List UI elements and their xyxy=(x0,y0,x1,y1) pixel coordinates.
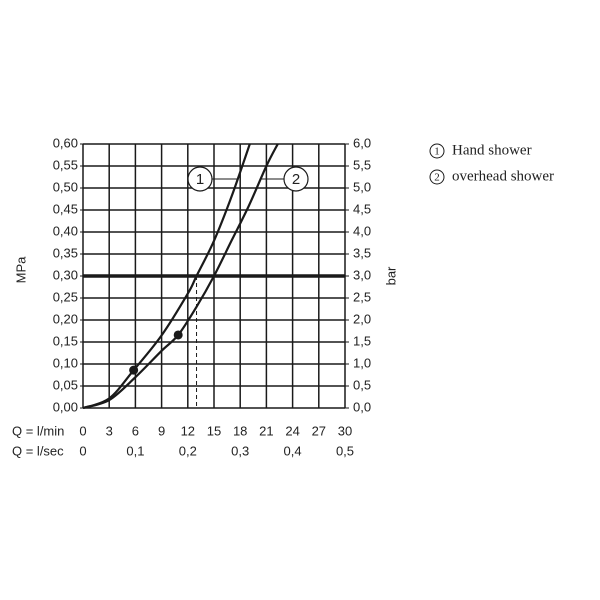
x-tick-label: 30 xyxy=(338,423,352,438)
x2-tick-label: 0,3 xyxy=(231,443,249,458)
highlight-point xyxy=(129,365,139,375)
x2-tick-label: 0,2 xyxy=(179,443,197,458)
y2-tick-label: 3,5 xyxy=(353,245,371,260)
y-tick-label: 0,55 xyxy=(53,157,78,172)
x-tick-label: 18 xyxy=(233,423,247,438)
y-tick-label: 0,35 xyxy=(53,245,78,260)
legend-item: 2 overhead shower xyxy=(429,168,554,185)
y-tick-label: 0,00 xyxy=(53,399,78,414)
y2-tick-label: 5,0 xyxy=(353,179,371,194)
y-axis-label: MPa xyxy=(13,256,28,284)
legend-label: overhead shower xyxy=(452,168,554,184)
y-tick-label: 0,50 xyxy=(53,179,78,194)
y2-tick-label: 2,0 xyxy=(353,311,371,326)
y2-tick-label: 2,5 xyxy=(353,289,371,304)
y-tick-label: 0,15 xyxy=(53,333,78,348)
x2-tick-label: 0 xyxy=(79,443,86,458)
y2-tick-label: 3,0 xyxy=(353,267,371,282)
y-tick-label: 0,10 xyxy=(53,355,78,370)
y2-tick-label: 4,5 xyxy=(353,201,371,216)
curve xyxy=(82,143,251,410)
curve-label: 2 xyxy=(292,171,300,188)
curve xyxy=(82,143,279,410)
x-tick-label: 12 xyxy=(181,423,195,438)
y2-tick-label: 0,5 xyxy=(353,377,371,392)
x-axis-label: Q = l/min xyxy=(12,423,64,438)
y-tick-label: 0,60 xyxy=(53,135,78,150)
x2-axis-label: Q = l/sec xyxy=(12,443,64,458)
x-tick-label: 3 xyxy=(106,423,113,438)
x-tick-label: 0 xyxy=(79,423,86,438)
y-tick-label: 0,40 xyxy=(53,223,78,238)
legend-number: 1 xyxy=(434,146,440,158)
y-tick-label: 0,45 xyxy=(53,201,78,216)
x2-tick-label: 0,5 xyxy=(336,443,354,458)
label-circle xyxy=(283,166,309,192)
y2-axis-label: bar xyxy=(383,266,398,285)
y-tick-label: 0,25 xyxy=(53,289,78,304)
label-circle xyxy=(187,166,213,192)
x-tick-label: 6 xyxy=(132,423,139,438)
y2-tick-label: 1,5 xyxy=(353,333,371,348)
x-tick-label: 21 xyxy=(259,423,273,438)
y-tick-label: 0,20 xyxy=(53,311,78,326)
y2-tick-label: 6,0 xyxy=(353,135,371,150)
y2-tick-label: 5,5 xyxy=(353,157,371,172)
legend-circle xyxy=(429,169,445,185)
x-tick-label: 27 xyxy=(312,423,326,438)
y-tick-label: 0,05 xyxy=(53,377,78,392)
y2-tick-label: 0,0 xyxy=(353,399,371,414)
legend-label: Hand shower xyxy=(452,142,532,158)
x2-tick-label: 0,4 xyxy=(284,443,302,458)
y2-tick-label: 1,0 xyxy=(353,355,371,370)
x2-tick-label: 0,1 xyxy=(126,443,144,458)
y2-tick-label: 4,0 xyxy=(353,223,371,238)
x-tick-label: 9 xyxy=(158,423,165,438)
x-tick-label: 24 xyxy=(285,423,299,438)
x-tick-label: 15 xyxy=(207,423,221,438)
legend-number: 2 xyxy=(434,172,440,184)
y-tick-label: 0,30 xyxy=(53,267,78,282)
legend-item: 1 Hand shower xyxy=(429,142,532,159)
legend-circle xyxy=(429,143,445,159)
curve-label: 1 xyxy=(196,171,204,188)
highlight-point xyxy=(173,330,183,340)
